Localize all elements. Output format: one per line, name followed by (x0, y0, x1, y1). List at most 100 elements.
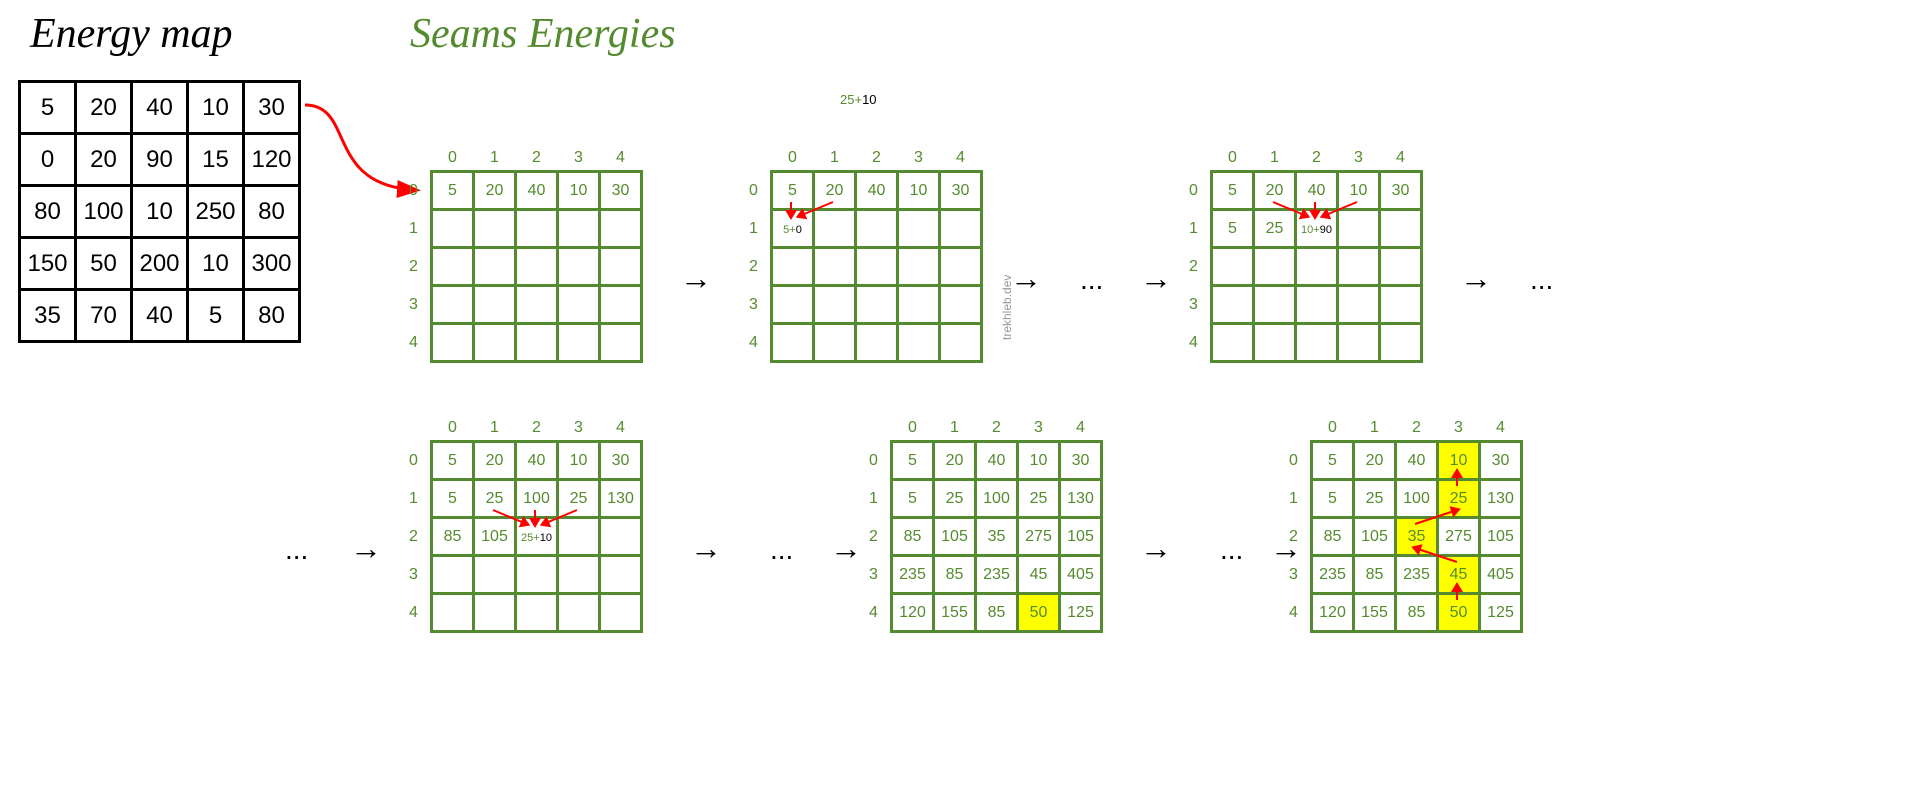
energy-cell: 80 (244, 290, 300, 342)
col-label: 2 (517, 149, 556, 167)
row-label: 2 (869, 528, 878, 546)
seam-cell: 35 (976, 518, 1018, 556)
seam-cell: 45 (1018, 556, 1060, 594)
seam-cell: 25 (474, 480, 516, 518)
energy-cell: 80 (244, 186, 300, 238)
seam-cell (1338, 210, 1380, 248)
row-label: 4 (1189, 334, 1198, 352)
energy-cell: 20 (76, 82, 132, 134)
seam-cell: 103 (558, 172, 600, 210)
energy-cell: 15 (188, 134, 244, 186)
seam-cell (474, 248, 516, 286)
seam-cell (516, 248, 558, 286)
seam-cell: 85 (976, 594, 1018, 632)
seam-cell: 51 (892, 480, 934, 518)
col-label: 4 (601, 149, 640, 167)
seam-cell (474, 286, 516, 324)
row-label: 4 (409, 604, 418, 622)
seam-cell (814, 324, 856, 362)
energy-cell: 5 (188, 290, 244, 342)
seam-cell: 500 (1212, 172, 1254, 210)
col-label: 2 (517, 419, 556, 437)
seam-cell: 235 (1396, 556, 1438, 594)
seam-cell: 275 (1438, 518, 1480, 556)
seam-cell: 402 (1296, 172, 1338, 210)
top-calc-label: 25+10 (840, 92, 877, 107)
seam-cell: 130 (1060, 480, 1102, 518)
top-calc-left: 25+ (840, 92, 862, 107)
row-label: 0 (409, 452, 418, 470)
seam-cell: 105 (1480, 518, 1522, 556)
seam-cell (600, 210, 642, 248)
col-label: 3 (1019, 419, 1058, 437)
row-label: 3 (1289, 566, 1298, 584)
col-label: 1 (475, 419, 514, 437)
seam-cell: 201 (934, 442, 976, 480)
seam-cell: 1204 (892, 594, 934, 632)
seam-cell: 103 (1438, 442, 1480, 480)
seam-cell (558, 324, 600, 362)
flow-ellipsis: ... (1080, 264, 1103, 296)
seam-cell (814, 248, 856, 286)
energy-cell: 0 (20, 134, 76, 186)
energy-cell: 40 (132, 290, 188, 342)
energy-cell: 150 (20, 238, 76, 290)
seam-cell: 852 (892, 518, 934, 556)
seam-grid-4: 50020140210330451251002513085210525+1034 (430, 440, 643, 633)
seam-cell: 130 (600, 480, 642, 518)
col-label: 1 (1255, 149, 1294, 167)
seam-cell: 304 (1380, 172, 1422, 210)
row-label: 0 (869, 452, 878, 470)
col-label: 4 (601, 419, 640, 437)
seam-cell: 405 (1480, 556, 1522, 594)
seam-cell: 3 (432, 286, 474, 324)
col-label: 0 (893, 419, 932, 437)
seam-grid-1: 5002014021033041234 (430, 170, 643, 363)
seam-cell (558, 248, 600, 286)
seam-grid-6: 5002014021033045125100251308521053527510… (1310, 440, 1523, 633)
seam-cell: 100 (976, 480, 1018, 518)
seam-cell (1254, 248, 1296, 286)
col-label: 0 (433, 419, 472, 437)
seam-cell (856, 210, 898, 248)
seam-cell: 500 (432, 172, 474, 210)
row-label: 0 (749, 182, 758, 200)
col-label: 3 (559, 419, 598, 437)
seam-cell (1338, 286, 1380, 324)
title-energy-map: Energy map (30, 10, 233, 58)
seam-cell: 304 (600, 442, 642, 480)
energy-cell: 200 (132, 238, 188, 290)
seam-cell: 1 (432, 210, 474, 248)
seam-cell (1380, 248, 1422, 286)
seam-cell: 275 (1018, 518, 1060, 556)
seam-cell: 25+10 (516, 518, 558, 556)
col-label: 3 (899, 149, 938, 167)
seam-cell: 100 (516, 480, 558, 518)
col-label: 4 (1061, 419, 1100, 437)
seam-cell: 85 (1396, 594, 1438, 632)
seam-cell: 155 (1354, 594, 1396, 632)
seam-cell: 5+01 (772, 210, 814, 248)
flow-ellipsis: ... (1530, 264, 1553, 296)
seam-cell: 25 (1254, 210, 1296, 248)
seam-cell (1380, 286, 1422, 324)
seam-cell: 4 (1212, 324, 1254, 362)
seam-cell (940, 286, 982, 324)
flow-arrow-icon: → (1270, 530, 1302, 567)
energy-cell: 10 (188, 82, 244, 134)
row-label: 2 (1189, 258, 1198, 276)
seam-cell: 4 (432, 594, 474, 632)
energy-cell: 20 (76, 134, 132, 186)
top-calc-right: 10 (862, 92, 876, 107)
seam-cell (940, 248, 982, 286)
flow-arrow-icon: → (680, 260, 712, 297)
seam-cell: 25 (934, 480, 976, 518)
col-label: 2 (857, 149, 896, 167)
seam-cell (1338, 248, 1380, 286)
col-label: 3 (1339, 149, 1378, 167)
energy-cell: 300 (244, 238, 300, 290)
energy-cell: 40 (132, 82, 188, 134)
seam-cell (516, 324, 558, 362)
flow-ellipsis: ... (1220, 534, 1243, 566)
seam-cell (856, 324, 898, 362)
